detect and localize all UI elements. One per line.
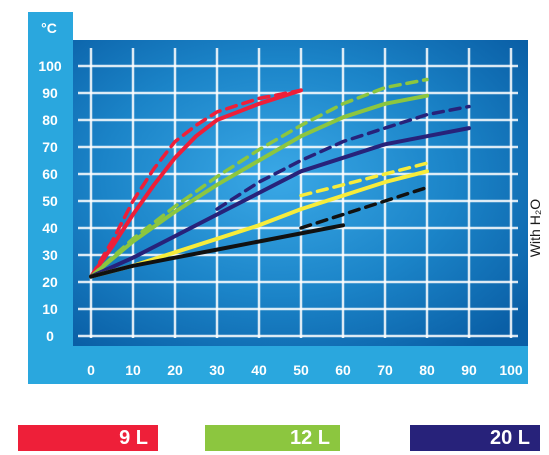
chart-frame-bottom (28, 346, 528, 384)
series-line-5-dashed (215, 104, 471, 211)
y-tick-label: 50 (42, 193, 58, 209)
x-tick-label: 20 (167, 362, 183, 378)
y-tick-label: 30 (42, 247, 58, 263)
x-tick-label: 0 (87, 362, 95, 378)
y-tick-label: 80 (42, 112, 58, 128)
x-tick-label: 10 (125, 362, 141, 378)
unit-label: °C (41, 20, 57, 36)
x-tick-label: 30 (209, 362, 225, 378)
series-line-4-solid (89, 126, 471, 279)
series-line-0-solid (89, 88, 303, 279)
series-line-1-dashed (89, 88, 303, 279)
y-tick-label: 10 (42, 301, 58, 317)
x-tick-label: 60 (335, 362, 351, 378)
series-line-2-solid (89, 93, 429, 279)
side-label: With H₂O (527, 199, 543, 257)
y-tick-label: 40 (42, 220, 58, 236)
series-line-3-dashed (89, 77, 429, 279)
x-tick-labels: 0 10 20 30 40 50 60 70 80 90 100 (87, 362, 523, 378)
x-tick-label: 90 (461, 362, 477, 378)
series-line-9-dashed (299, 185, 429, 230)
legend-item-12l: 12 L (205, 425, 340, 451)
grid (78, 48, 518, 338)
legend-label-9l: 9 L (119, 427, 148, 449)
y-tick-label: 90 (42, 85, 58, 101)
y-tick-label: 100 (38, 58, 62, 74)
chart-frame-left (28, 12, 73, 384)
x-tick-label: 50 (293, 362, 309, 378)
y-tick-label: 60 (42, 166, 58, 182)
legend-label-12l: 12 L (289, 427, 330, 449)
y-tick-label: 0 (46, 328, 54, 344)
x-tick-label: 70 (377, 362, 393, 378)
y-tick-label: 20 (42, 274, 58, 290)
x-tick-label: 80 (419, 362, 435, 378)
x-tick-label: 40 (251, 362, 267, 378)
legend-label-20l: 20 L (489, 427, 530, 449)
x-tick-label: 100 (499, 362, 523, 378)
legend-item-9l: 9 L (18, 425, 158, 451)
legend-item-20l: 20 L (410, 425, 540, 451)
series-line-8-solid (89, 223, 345, 279)
series-group (89, 77, 471, 279)
series-line-7-dashed (299, 161, 429, 198)
y-tick-labels: 0 10 20 30 40 50 60 70 80 90 100 (38, 58, 62, 344)
y-tick-label: 70 (42, 139, 58, 155)
